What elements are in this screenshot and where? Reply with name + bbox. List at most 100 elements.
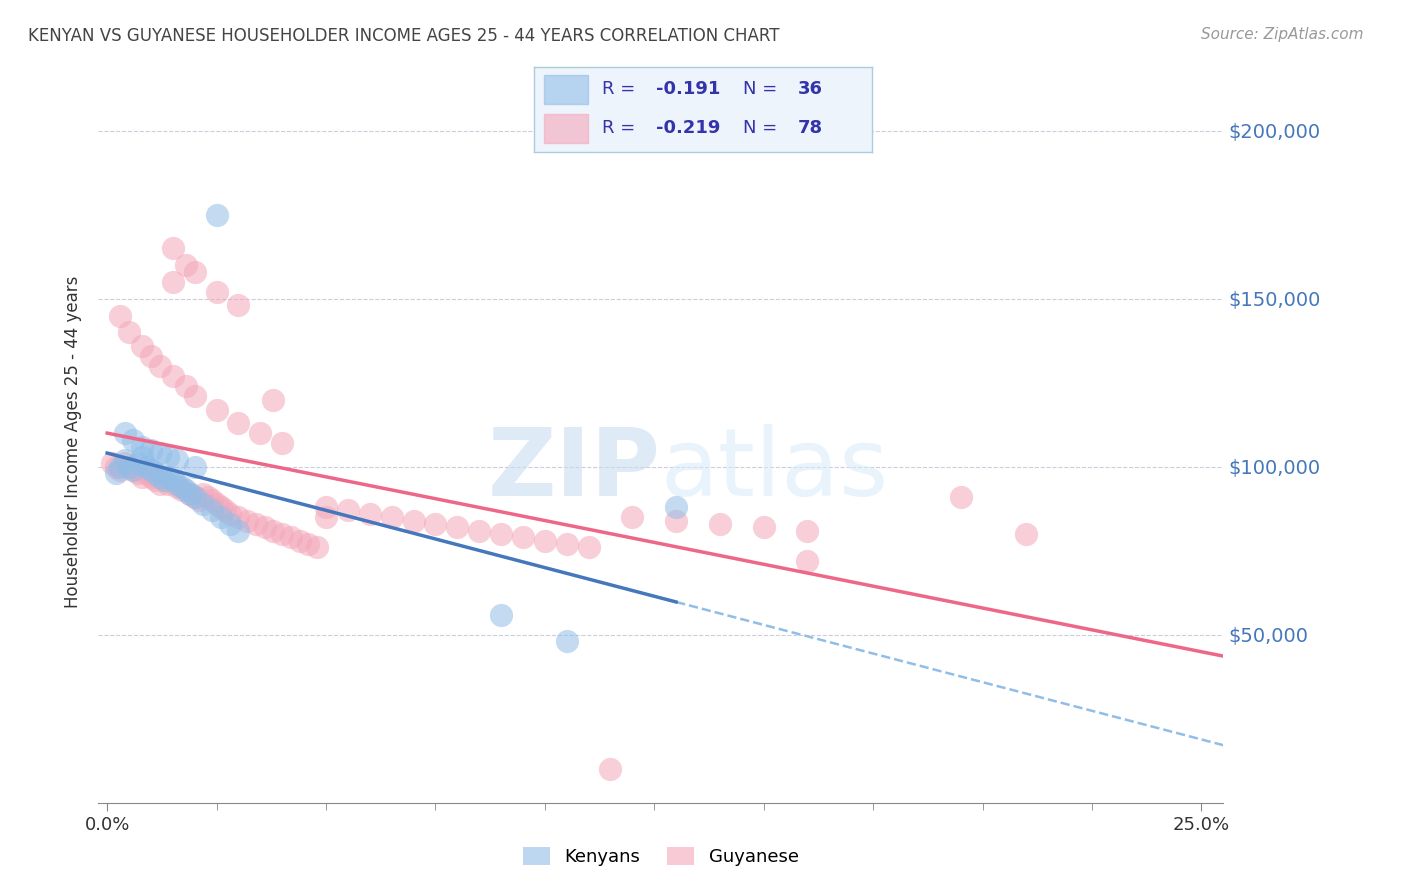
Point xyxy=(489,607,512,622)
Text: -0.219: -0.219 xyxy=(655,119,720,136)
Point xyxy=(183,490,205,504)
Point xyxy=(621,510,644,524)
Point xyxy=(122,433,145,447)
Text: KENYAN VS GUYANESE HOUSEHOLDER INCOME AGES 25 - 44 YEARS CORRELATION CHART: KENYAN VS GUYANESE HOUSEHOLDER INCOME AG… xyxy=(28,27,779,45)
Point xyxy=(315,510,337,524)
Point xyxy=(179,486,201,500)
Point xyxy=(796,524,818,538)
Point xyxy=(271,436,294,450)
Point xyxy=(143,473,166,487)
Point xyxy=(127,456,149,470)
Point xyxy=(245,516,267,531)
Point xyxy=(153,473,176,487)
Point xyxy=(209,500,232,514)
Point xyxy=(131,470,153,484)
Point xyxy=(166,480,188,494)
Point xyxy=(157,450,180,464)
Point xyxy=(135,459,157,474)
Point xyxy=(555,537,578,551)
Point xyxy=(118,326,141,340)
Point xyxy=(263,524,285,538)
Point xyxy=(205,208,228,222)
Point xyxy=(162,473,184,487)
Point xyxy=(174,258,197,272)
Point xyxy=(100,456,122,470)
Point xyxy=(1015,527,1038,541)
Point xyxy=(468,524,491,538)
Point xyxy=(236,514,259,528)
Point xyxy=(166,476,188,491)
Point xyxy=(336,503,359,517)
Point xyxy=(183,389,205,403)
Point xyxy=(205,285,228,299)
Point xyxy=(188,493,211,508)
Point xyxy=(143,467,166,481)
Point xyxy=(193,497,215,511)
Text: R =: R = xyxy=(602,119,641,136)
Point xyxy=(280,530,302,544)
Point xyxy=(183,265,205,279)
Point xyxy=(205,402,228,417)
Point xyxy=(149,359,172,373)
Point xyxy=(578,541,600,555)
Point xyxy=(197,490,219,504)
Point xyxy=(162,241,184,255)
Point xyxy=(201,503,224,517)
Point xyxy=(183,490,205,504)
Point xyxy=(297,537,319,551)
Point xyxy=(149,470,172,484)
Point xyxy=(104,467,127,481)
Bar xyxy=(544,75,588,104)
Point xyxy=(139,470,162,484)
Point xyxy=(110,459,132,474)
Point xyxy=(359,507,381,521)
Text: -0.191: -0.191 xyxy=(655,80,720,98)
Point xyxy=(209,510,232,524)
Point xyxy=(228,298,250,312)
Text: N =: N = xyxy=(744,119,783,136)
Point xyxy=(110,463,132,477)
Point xyxy=(205,497,228,511)
Point xyxy=(489,527,512,541)
Point xyxy=(118,459,141,474)
Point xyxy=(157,470,180,484)
Point xyxy=(218,507,240,521)
Y-axis label: Householder Income Ages 25 - 44 years: Householder Income Ages 25 - 44 years xyxy=(65,276,83,607)
Point xyxy=(288,533,311,548)
Legend: Kenyans, Guyanese: Kenyans, Guyanese xyxy=(516,839,806,873)
Text: N =: N = xyxy=(744,80,783,98)
Point xyxy=(131,440,153,454)
Point xyxy=(183,459,205,474)
Point xyxy=(127,467,149,481)
Point xyxy=(131,450,153,464)
Point xyxy=(122,463,145,477)
Point xyxy=(214,503,236,517)
Point xyxy=(122,463,145,477)
Point xyxy=(271,527,294,541)
Point xyxy=(170,483,193,498)
Point xyxy=(534,533,557,548)
Point xyxy=(599,762,621,776)
Point xyxy=(135,467,157,481)
Point xyxy=(201,493,224,508)
Point xyxy=(949,490,972,504)
Point xyxy=(174,379,197,393)
Point xyxy=(425,516,447,531)
Point xyxy=(149,446,172,460)
Point xyxy=(228,416,250,430)
Point xyxy=(218,516,240,531)
Point xyxy=(228,510,250,524)
Text: ZIP: ZIP xyxy=(488,425,661,516)
Point xyxy=(228,524,250,538)
Point xyxy=(381,510,404,524)
Point xyxy=(174,483,197,498)
Point xyxy=(139,349,162,363)
Bar xyxy=(544,113,588,143)
Point xyxy=(162,275,184,289)
Point xyxy=(104,459,127,474)
Point xyxy=(402,514,425,528)
Point xyxy=(665,514,688,528)
Point xyxy=(139,442,162,457)
Point xyxy=(446,520,468,534)
Point xyxy=(131,339,153,353)
